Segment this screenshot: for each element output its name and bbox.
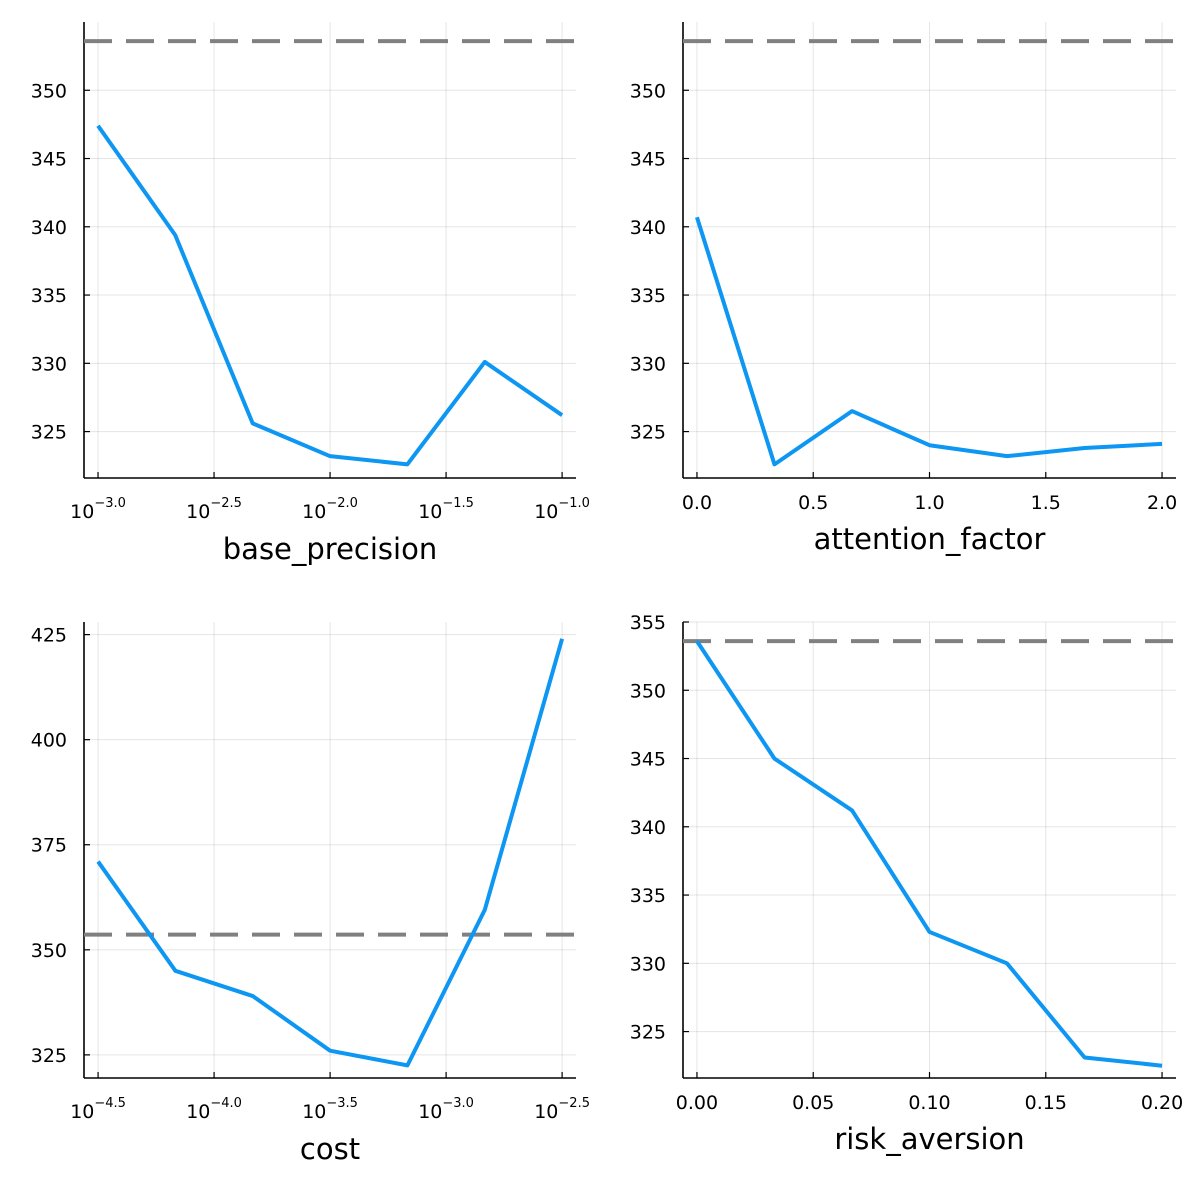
x-tick-label: 0.5 bbox=[798, 492, 828, 514]
y-tick-label: 375 bbox=[31, 835, 67, 857]
x-tick-label: 10−1.5 bbox=[418, 496, 474, 523]
y-tick-label: 350 bbox=[31, 940, 67, 962]
x-tick-label: 2.0 bbox=[1147, 492, 1177, 514]
subplot-cost: 325 350 375 400 425 10−4.5 10−4.0 10−3.5 10−3.0 1… bbox=[31, 622, 590, 1166]
subplot-base-precision: 325 330 335 340 345 350 10−3.0 10−2.5 10−2.0 10−1… bbox=[31, 22, 590, 566]
y-tick-label: 340 bbox=[630, 217, 666, 239]
x-axis-label: base_precision bbox=[223, 532, 437, 566]
subplot-risk-aversion: 325 330 335 340 345 350 355 0.00 0.05 0.10 0.15 0.2… bbox=[630, 612, 1183, 1156]
y-tick-label: 350 bbox=[630, 80, 666, 102]
x-tick-label: 10−2.5 bbox=[534, 1096, 590, 1123]
x-tick-label: 10−3.0 bbox=[418, 1096, 474, 1123]
y-tick-label: 325 bbox=[31, 422, 67, 444]
x-tick-label: 10−2.5 bbox=[186, 496, 242, 523]
x-tick-label: 10−1.0 bbox=[534, 496, 590, 523]
y-tick-label: 425 bbox=[31, 625, 67, 647]
x-tick-label: 10−3.0 bbox=[70, 496, 126, 523]
x-tick-label: 10−3.5 bbox=[302, 1096, 358, 1123]
x-tick-label: 10−4.5 bbox=[70, 1096, 126, 1123]
y-tick-label: 325 bbox=[630, 422, 666, 444]
series-line bbox=[695, 640, 1163, 1068]
x-tick-label: 0.15 bbox=[1025, 1092, 1067, 1114]
y-tick-label: 400 bbox=[31, 730, 67, 752]
series-line bbox=[96, 638, 565, 1068]
series-line bbox=[96, 124, 564, 467]
y-tick-label: 330 bbox=[630, 953, 666, 975]
y-tick-label: 325 bbox=[630, 1022, 666, 1044]
x-tick-label: 0.20 bbox=[1141, 1092, 1183, 1114]
subplot-attention-factor: 325 330 335 340 345 350 0.0 0.5 1.0 1.5 2.0 attenti… bbox=[630, 22, 1177, 556]
y-tick-label: 335 bbox=[630, 285, 666, 307]
x-axis-label: risk_aversion bbox=[834, 1122, 1024, 1156]
x-tick-label: 0.10 bbox=[908, 1092, 950, 1114]
y-tick-label: 335 bbox=[31, 285, 67, 307]
series-line bbox=[695, 216, 1163, 467]
y-tick-label: 355 bbox=[630, 612, 666, 634]
y-tick-label: 325 bbox=[31, 1045, 67, 1067]
y-tick-label: 330 bbox=[630, 353, 666, 375]
y-tick-label: 345 bbox=[630, 149, 666, 171]
x-tick-label: 1.5 bbox=[1031, 492, 1061, 514]
x-tick-label: 0.05 bbox=[792, 1092, 834, 1114]
y-tick-label: 350 bbox=[31, 80, 67, 102]
x-tick-label: 0.0 bbox=[682, 492, 712, 514]
x-tick-label: 10−4.0 bbox=[186, 1096, 242, 1123]
x-axis-label: attention_factor bbox=[814, 522, 1046, 556]
y-tick-label: 345 bbox=[31, 149, 67, 171]
x-axis-label: cost bbox=[300, 1132, 360, 1166]
x-tick-label: 10−2.0 bbox=[302, 496, 358, 523]
y-tick-label: 340 bbox=[630, 817, 666, 839]
y-tick-label: 345 bbox=[630, 749, 666, 771]
y-tick-label: 340 bbox=[31, 217, 67, 239]
x-tick-label: 0.00 bbox=[676, 1092, 718, 1114]
y-tick-label: 350 bbox=[630, 680, 666, 702]
y-tick-label: 330 bbox=[31, 353, 67, 375]
x-tick-label: 1.0 bbox=[914, 492, 944, 514]
y-tick-label: 335 bbox=[630, 885, 666, 907]
